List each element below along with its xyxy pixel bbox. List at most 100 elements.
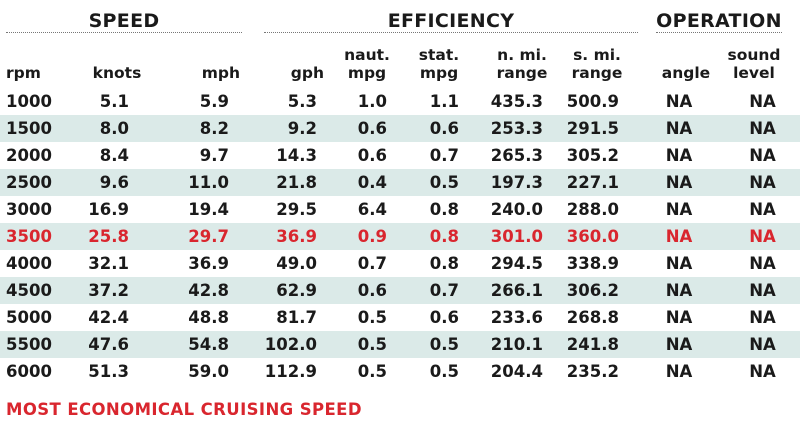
table-cell: NA [633, 331, 725, 358]
header-stat-mpg: stat. mpg [412, 40, 466, 82]
table-cell: 0.5 [357, 362, 387, 381]
table-cell: 294.5 [490, 254, 543, 273]
table-cell: 9.7 [199, 146, 229, 165]
table-row-highlighted: 3500 25.8 29.7 36.9 0.9 0.8 301.0 360.0 NA NA [0, 223, 800, 250]
table-cell: 301.0 [471, 223, 553, 250]
table-cell: NA [749, 200, 776, 219]
table-cell: NA [665, 92, 693, 111]
table-cell: 16.9 [88, 200, 129, 219]
table-cell: 21.8 [245, 169, 327, 196]
table-cell: NA [749, 254, 776, 273]
table-cell: 37.2 [75, 277, 155, 304]
table-cell: NA [725, 277, 800, 304]
table-cell: 54.8 [155, 331, 245, 358]
table-cell: 0.5 [327, 331, 399, 358]
table-cell: NA [665, 200, 693, 219]
table-cell: 305.2 [566, 146, 619, 165]
table-cell: NA [725, 115, 800, 142]
table-row: 4000 32.1 36.9 49.0 0.7 0.8 294.5 338.9 NA NA [0, 250, 800, 277]
header-n-mi-range: n. mi. range [486, 40, 558, 82]
efficiency-group-title: EFFICIENCY [264, 10, 638, 33]
table-cell: 4000 [6, 254, 52, 273]
table-cell: 9.2 [245, 115, 327, 142]
table-cell: NA [749, 92, 776, 111]
header-line: mpg [347, 64, 387, 82]
table-cell: 265.3 [490, 146, 543, 165]
table-cell: 0.7 [357, 254, 387, 273]
table-cell: 306.2 [553, 277, 633, 304]
table-cell: 0.5 [399, 331, 471, 358]
table-cell: 0.8 [399, 223, 471, 250]
table-cell: 29.7 [155, 223, 245, 250]
header-mph: mph [170, 40, 240, 82]
table-cell: 5.9 [199, 92, 229, 111]
table-cell: 227.1 [553, 169, 633, 196]
header-s-mi-range: s. mi. range [562, 40, 632, 82]
header-line: rpm [6, 64, 41, 82]
table-cell: NA [633, 277, 725, 304]
table-cell: 0.5 [357, 308, 387, 327]
header-sound-level: sound level [724, 40, 784, 82]
table-cell: 2500 [0, 169, 75, 196]
table-cell: 235.2 [566, 362, 619, 381]
table-cell: 266.1 [471, 277, 553, 304]
header-knots: knots [82, 40, 152, 82]
table-cell: 0.6 [327, 115, 399, 142]
table-cell: 210.1 [471, 331, 553, 358]
table-cell: 9.6 [75, 169, 155, 196]
table-cell: 6000 [6, 362, 52, 381]
table-cell: 14.3 [276, 146, 317, 165]
table-row: 1000 5.1 5.9 5.3 1.0 1.1 435.3 500.9 NA NA [0, 88, 800, 115]
table-cell: 62.9 [245, 277, 327, 304]
table-row: 2000 8.4 9.7 14.3 0.6 0.7 265.3 305.2 NA NA [0, 142, 800, 169]
header-line: angle [661, 64, 711, 82]
table-cell: 47.6 [75, 331, 155, 358]
table-cell: 42.8 [155, 277, 245, 304]
header-angle: angle [656, 40, 716, 82]
table-cell: 3000 [6, 200, 52, 219]
table-cell: 0.9 [327, 223, 399, 250]
table-cell: 42.4 [88, 308, 129, 327]
table-cell: 0.6 [357, 146, 387, 165]
table-cell: NA [749, 362, 776, 381]
table-cell: 25.8 [75, 223, 155, 250]
table-cell: NA [633, 169, 725, 196]
header-line: gph [290, 64, 324, 82]
footnote: MOST ECONOMICAL CRUISING SPEED [6, 400, 362, 419]
performance-table: 1000 5.1 5.9 5.3 1.0 1.1 435.3 500.9 NA NA 1500 8.0… [0, 88, 800, 385]
table-cell: 59.0 [188, 362, 229, 381]
table-cell: 0.8 [429, 200, 459, 219]
table-cell: 268.8 [566, 308, 619, 327]
table-cell: 49.0 [276, 254, 317, 273]
table-cell: 0.7 [429, 146, 459, 165]
table-cell: 360.0 [553, 223, 633, 250]
table-cell: 5500 [0, 331, 75, 358]
table-cell: 0.4 [327, 169, 399, 196]
table-cell: NA [633, 223, 725, 250]
table-cell: NA [749, 308, 776, 327]
table-cell: 36.9 [188, 254, 229, 273]
table-cell: NA [725, 223, 800, 250]
header-line: n. mi. [497, 46, 547, 64]
table-cell: 0.5 [399, 169, 471, 196]
table-cell: NA [633, 115, 725, 142]
table-cell: 291.5 [553, 115, 633, 142]
table-cell: 204.4 [490, 362, 543, 381]
header-line: range [496, 64, 548, 82]
table-cell: 48.8 [188, 308, 229, 327]
table-cell: NA [665, 254, 693, 273]
table-row: 4500 37.2 42.8 62.9 0.6 0.7 266.1 306.2 NA NA [0, 277, 800, 304]
table-cell: 8.4 [99, 146, 129, 165]
speed-group-title: SPEED [6, 10, 242, 33]
table-cell: 0.7 [399, 277, 471, 304]
header-line: naut. [344, 46, 390, 64]
table-row: 3000 16.9 19.4 29.5 6.4 0.8 240.0 288.0 NA NA [0, 196, 800, 223]
table-cell: 338.9 [566, 254, 619, 273]
table-cell: 0.6 [399, 115, 471, 142]
table-cell: 5000 [6, 308, 52, 327]
table-cell: 2000 [6, 146, 52, 165]
table-cell: 0.5 [429, 362, 459, 381]
table-cell: NA [665, 362, 693, 381]
table-row: 5500 47.6 54.8 102.0 0.5 0.5 210.1 241.8 NA NA [0, 331, 800, 358]
table-cell: 0.6 [327, 277, 399, 304]
